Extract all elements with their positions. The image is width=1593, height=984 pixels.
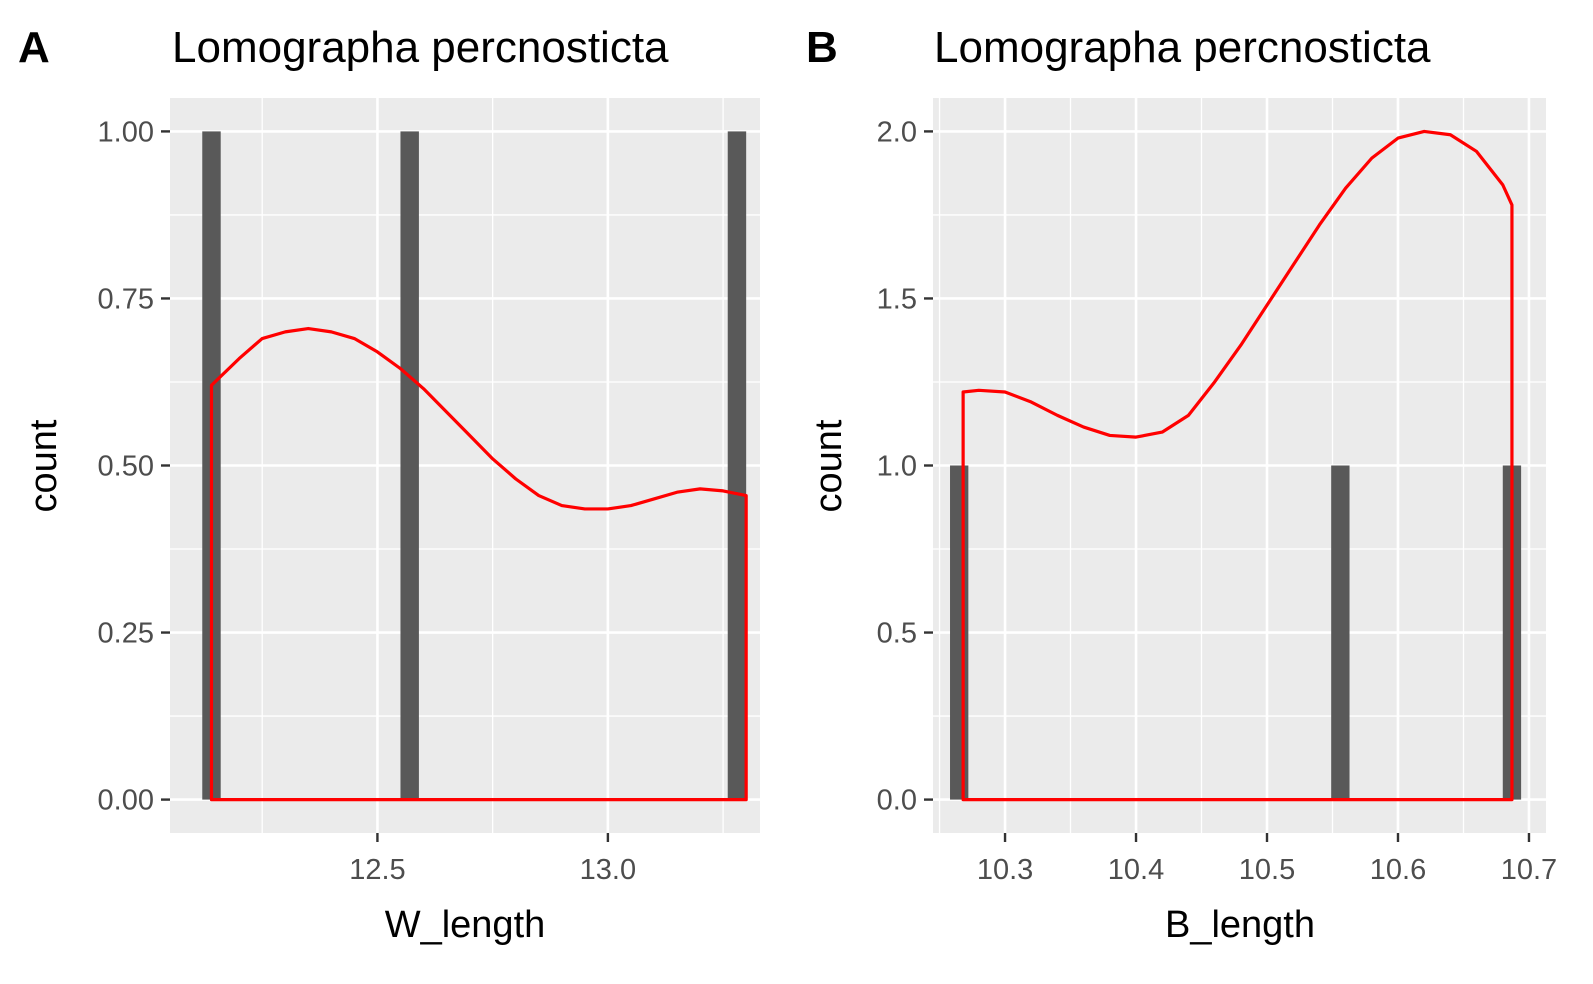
x-tick-label: 10.7 bbox=[1501, 854, 1557, 886]
x-tick-label: 10.3 bbox=[977, 854, 1033, 886]
chart-title: Lomographa percnosticta bbox=[934, 23, 1431, 72]
y-tick-label: 0.50 bbox=[98, 451, 154, 483]
histogram-bar bbox=[1331, 465, 1350, 800]
density-curve-group bbox=[961, 129, 1514, 802]
y-tick-label: 1.5 bbox=[877, 283, 917, 315]
panel-label: A bbox=[18, 23, 50, 72]
panel-a: 0.00 0.25 0.50 0.75 1.00 12.5 13.0 A Lomograp… bbox=[18, 23, 760, 946]
histogram-bars bbox=[202, 131, 747, 800]
chart-title: Lomographa percnosticta bbox=[172, 23, 669, 72]
x-axis: 10.3 10.4 10.5 10.6 10.7 bbox=[977, 833, 1557, 886]
y-axis-title: count bbox=[808, 419, 850, 512]
x-axis: 12.5 13.0 bbox=[349, 833, 636, 886]
y-tick-label: 1.00 bbox=[98, 116, 154, 148]
y-tick-label: 0.00 bbox=[98, 785, 154, 817]
panel-b: 0.0 0.5 1.0 1.5 2.0 10.3 10.4 10.5 10.6 10.7 B L… bbox=[806, 23, 1557, 946]
density-curve bbox=[961, 129, 1514, 802]
y-tick-label: 0.0 bbox=[877, 785, 917, 817]
y-tick-label: 0.75 bbox=[98, 283, 154, 315]
y-axis: 0.00 0.25 0.50 0.75 1.00 bbox=[98, 116, 170, 817]
y-tick-label: 2.0 bbox=[877, 116, 917, 148]
y-tick-label: 0.5 bbox=[877, 618, 917, 650]
x-tick-label: 12.5 bbox=[349, 854, 405, 886]
histogram-bar bbox=[727, 131, 747, 800]
x-tick-label: 10.6 bbox=[1370, 854, 1426, 886]
y-tick-label: 0.25 bbox=[98, 618, 154, 650]
panel-label: B bbox=[806, 23, 838, 72]
y-axis-title: count bbox=[23, 419, 65, 512]
x-tick-label: 13.0 bbox=[580, 854, 636, 886]
x-tick-label: 10.5 bbox=[1239, 854, 1295, 886]
density-curve bbox=[209, 326, 748, 802]
y-tick-label: 1.0 bbox=[877, 451, 917, 483]
x-axis-title: W_length bbox=[385, 904, 546, 946]
density-curve-group bbox=[209, 326, 748, 802]
x-axis-title: B_length bbox=[1165, 904, 1315, 946]
histogram-bar bbox=[400, 131, 419, 800]
histogram-bar bbox=[950, 465, 969, 800]
x-tick-label: 10.4 bbox=[1108, 854, 1164, 886]
y-axis: 0.0 0.5 1.0 1.5 2.0 bbox=[877, 116, 933, 817]
